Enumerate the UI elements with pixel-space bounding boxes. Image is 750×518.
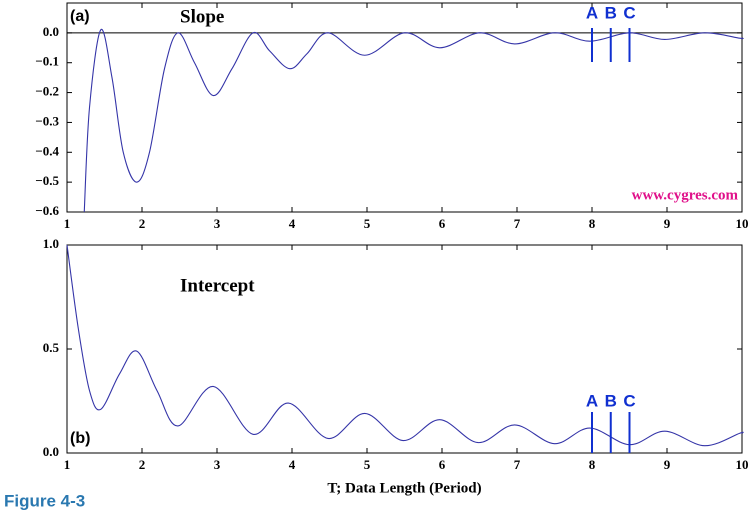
curve — [66, 244, 744, 447]
x-tick-label: 7 — [514, 216, 521, 231]
x-tick-label: 8 — [589, 216, 596, 231]
y-tick-label: −0.3 — [35, 113, 59, 128]
y-tick-label: −0.2 — [35, 84, 59, 99]
x-tick-label: 4 — [289, 457, 296, 472]
curve — [83, 29, 744, 213]
x-tick-label: 1 — [64, 216, 71, 231]
x-tick-label: 2 — [139, 457, 146, 472]
x-tick-label: 3 — [214, 216, 221, 231]
y-tick-label: 0.5 — [43, 340, 60, 355]
x-tick-label: 9 — [664, 457, 671, 472]
plot-frame — [66, 244, 743, 454]
marker-label: A — [586, 3, 598, 22]
x-tick-label: 10 — [736, 457, 749, 472]
panel-label: (b) — [70, 430, 90, 447]
x-tick-label: 1 — [64, 457, 71, 472]
x-tick-label: 7 — [514, 457, 521, 472]
x-tick-label: 8 — [589, 457, 596, 472]
x-tick-label: 5 — [364, 457, 371, 472]
x-tick-label: 10 — [736, 216, 749, 231]
plot-frame — [66, 2, 743, 213]
marker-label: A — [586, 391, 598, 410]
marker-label: B — [605, 391, 617, 410]
marker-label: C — [623, 3, 635, 22]
y-tick-label: −0.5 — [35, 173, 59, 188]
figure-caption: Figure 4-3 — [4, 491, 85, 510]
panel-title: Slope — [180, 6, 224, 27]
y-tick-label: −0.1 — [35, 54, 59, 69]
y-tick-label: −0.6 — [35, 203, 59, 218]
x-axis-label: T; Data Length (Period) — [327, 480, 481, 496]
x-tick-label: 6 — [439, 216, 446, 231]
x-tick-label: 5 — [364, 216, 371, 231]
panel-label: (a) — [70, 8, 90, 25]
watermark: www.cygres.com — [632, 187, 739, 203]
panel-title: Intercept — [180, 275, 255, 296]
y-tick-label: 0.0 — [43, 24, 59, 39]
y-tick-label: 1.0 — [43, 236, 59, 251]
y-tick-label: −0.4 — [35, 143, 59, 158]
x-tick-label: 9 — [664, 216, 671, 231]
y-tick-label: 0.0 — [43, 444, 59, 459]
x-tick-label: 6 — [439, 457, 446, 472]
x-tick-label: 2 — [139, 216, 146, 231]
marker-label: B — [605, 3, 617, 22]
x-tick-label: 3 — [214, 457, 221, 472]
marker-label: C — [623, 391, 635, 410]
x-tick-label: 4 — [289, 216, 296, 231]
